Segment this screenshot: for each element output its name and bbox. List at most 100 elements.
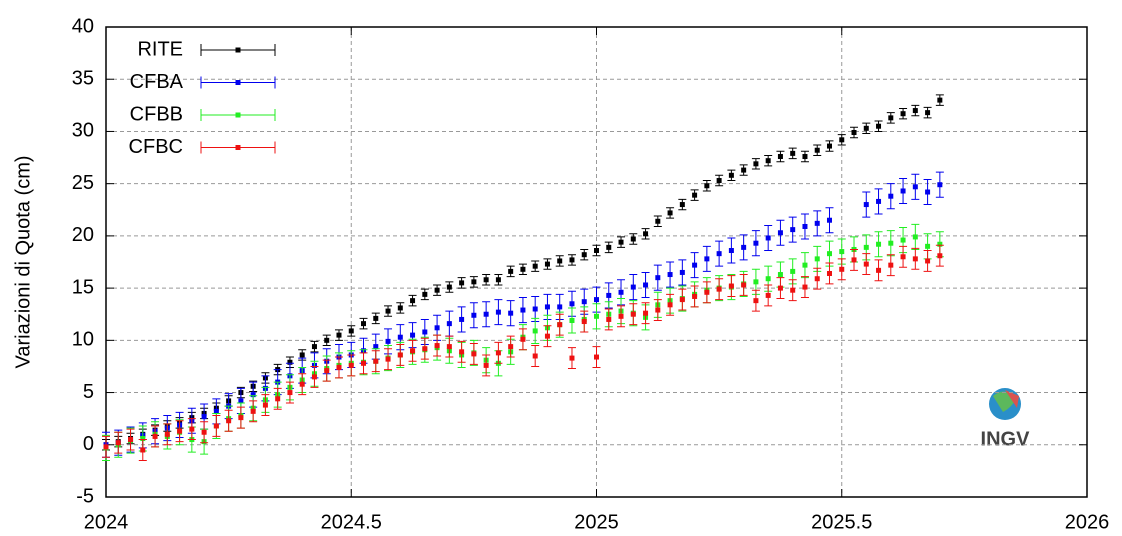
data-point xyxy=(532,306,538,312)
data-point xyxy=(213,423,219,429)
y-tick-label: 25 xyxy=(72,172,94,194)
data-point xyxy=(410,348,416,354)
data-point xyxy=(643,310,649,316)
data-point xyxy=(164,431,170,437)
data-point xyxy=(544,261,550,267)
data-point xyxy=(704,256,710,262)
data-point xyxy=(826,143,832,149)
data-point xyxy=(888,262,894,268)
data-point xyxy=(618,239,624,245)
data-point xyxy=(814,147,820,153)
data-point xyxy=(704,289,710,295)
data-point xyxy=(385,338,391,344)
data-point xyxy=(471,351,477,357)
data-point xyxy=(790,287,796,293)
data-point xyxy=(655,218,661,224)
x-tick-label: 2024 xyxy=(84,511,129,533)
data-point xyxy=(692,262,698,268)
data-point xyxy=(667,272,673,278)
data-point xyxy=(814,220,820,226)
legend-marker xyxy=(235,112,241,118)
data-point xyxy=(790,268,796,274)
data-point xyxy=(728,248,734,254)
data-point xyxy=(679,202,685,208)
data-point xyxy=(569,301,575,307)
data-point xyxy=(888,115,894,121)
data-point xyxy=(397,305,403,311)
data-point xyxy=(912,108,918,114)
data-point xyxy=(189,426,195,432)
logo-accent xyxy=(1005,390,1019,408)
data-point xyxy=(728,283,734,289)
data-point xyxy=(569,317,575,323)
data-point xyxy=(446,321,452,327)
data-point xyxy=(324,337,330,343)
data-point xyxy=(655,275,661,281)
legend-label: CFBA xyxy=(130,71,184,93)
data-point xyxy=(459,280,465,286)
x-tick-label: 2025 xyxy=(574,511,619,533)
data-point xyxy=(606,244,612,250)
data-point xyxy=(299,381,305,387)
data-point xyxy=(483,277,489,283)
data-point xyxy=(103,444,109,450)
legend-marker xyxy=(235,47,241,53)
data-point xyxy=(373,358,379,364)
data-point xyxy=(765,158,771,164)
data-point xyxy=(925,258,931,264)
data-point xyxy=(287,359,293,365)
data-point xyxy=(152,433,158,439)
data-point xyxy=(876,241,882,247)
data-point xyxy=(900,111,906,117)
data-point xyxy=(446,284,452,290)
data-point xyxy=(814,256,820,262)
data-point xyxy=(937,182,943,188)
data-point xyxy=(777,272,783,278)
data-point xyxy=(753,161,759,167)
data-point xyxy=(716,251,722,257)
data-point xyxy=(839,137,845,143)
data-point xyxy=(238,415,244,421)
data-point xyxy=(422,329,428,335)
data-point xyxy=(716,286,722,292)
data-point xyxy=(937,97,943,103)
data-point xyxy=(802,154,808,160)
data-point xyxy=(471,279,477,285)
data-point xyxy=(594,313,599,319)
data-point xyxy=(863,125,869,131)
data-point xyxy=(839,266,845,272)
data-point xyxy=(361,360,367,366)
data-point xyxy=(311,374,317,380)
data-point xyxy=(373,315,379,321)
data-point xyxy=(508,268,514,274)
data-point xyxy=(851,257,857,263)
data-point xyxy=(765,235,771,241)
data-point xyxy=(520,307,526,313)
data-point xyxy=(594,354,599,360)
data-point xyxy=(422,291,428,297)
y-tick-label: 5 xyxy=(83,381,94,403)
data-point xyxy=(741,282,747,288)
legend-label: CFBC xyxy=(129,136,183,158)
legend-marker xyxy=(235,145,241,150)
data-point xyxy=(569,257,575,263)
data-point xyxy=(753,240,759,246)
data-point xyxy=(557,304,563,310)
y-tick-label: 10 xyxy=(72,329,94,351)
data-point xyxy=(876,198,882,204)
data-point xyxy=(201,429,207,435)
data-point xyxy=(422,346,428,352)
data-point xyxy=(483,311,489,317)
data-point xyxy=(876,267,882,273)
data-point xyxy=(299,352,305,358)
data-point xyxy=(201,414,207,420)
data-point xyxy=(888,193,894,199)
x-tick-label: 2024.5 xyxy=(321,511,382,533)
data-point xyxy=(765,276,771,282)
data-point xyxy=(851,129,857,135)
data-point xyxy=(704,183,710,189)
data-point xyxy=(115,440,121,446)
data-point xyxy=(618,289,624,295)
y-tick-label: 35 xyxy=(72,68,94,90)
